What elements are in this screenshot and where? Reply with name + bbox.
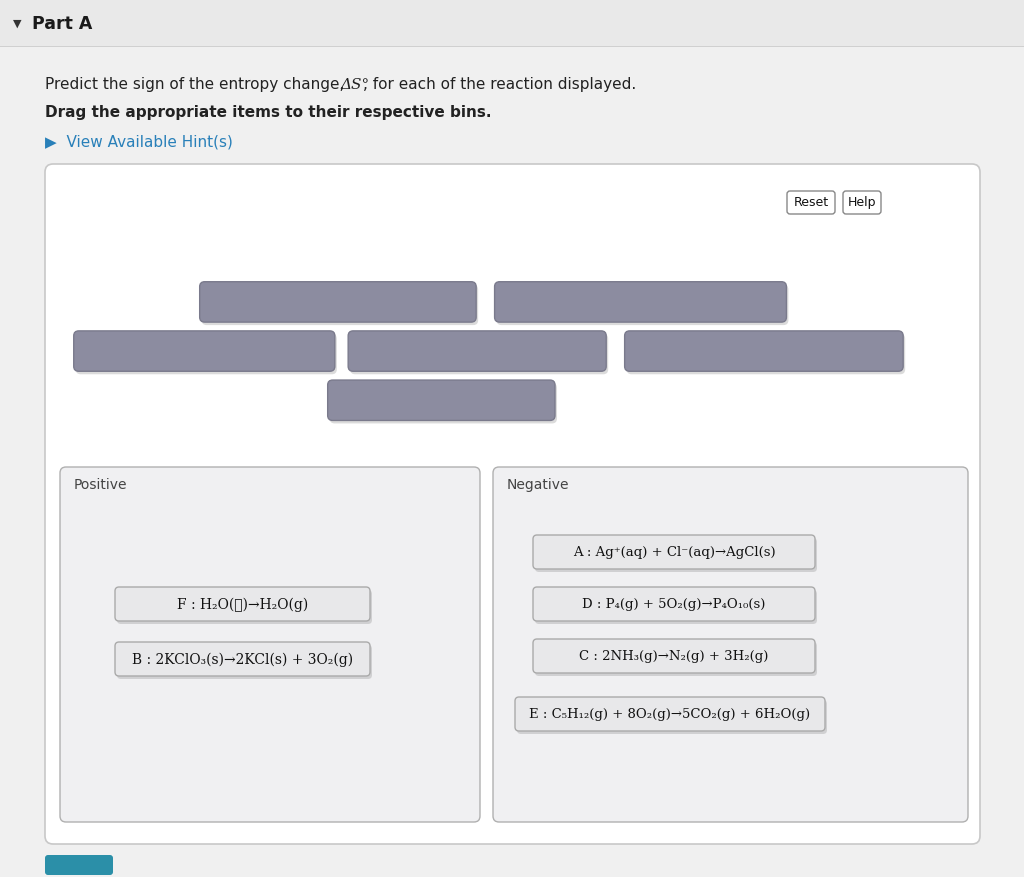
FancyBboxPatch shape — [534, 535, 815, 569]
FancyBboxPatch shape — [202, 285, 478, 325]
FancyBboxPatch shape — [627, 334, 905, 374]
FancyBboxPatch shape — [625, 332, 903, 372]
FancyBboxPatch shape — [535, 642, 817, 676]
FancyBboxPatch shape — [534, 639, 815, 674]
Text: Positive: Positive — [74, 477, 128, 491]
Text: Part A: Part A — [32, 15, 92, 33]
FancyBboxPatch shape — [117, 645, 372, 679]
FancyBboxPatch shape — [534, 588, 815, 621]
FancyBboxPatch shape — [45, 855, 113, 875]
FancyBboxPatch shape — [843, 192, 881, 215]
Bar — [0, 47, 1024, 48]
FancyBboxPatch shape — [76, 334, 337, 374]
Text: Predict the sign of the entropy change,: Predict the sign of the entropy change, — [45, 77, 349, 92]
FancyBboxPatch shape — [115, 642, 370, 676]
Text: Negative: Negative — [507, 477, 569, 491]
FancyBboxPatch shape — [787, 192, 835, 215]
FancyBboxPatch shape — [350, 334, 608, 374]
FancyBboxPatch shape — [74, 332, 335, 372]
FancyBboxPatch shape — [535, 538, 817, 573]
Text: ▼: ▼ — [12, 19, 22, 29]
Text: E : C₅H₁₂(g) + 8O₂(g)→5CO₂(g) + 6H₂O(g): E : C₅H₁₂(g) + 8O₂(g)→5CO₂(g) + 6H₂O(g) — [529, 708, 811, 721]
FancyBboxPatch shape — [200, 282, 476, 323]
FancyBboxPatch shape — [328, 381, 555, 421]
Text: Reset: Reset — [794, 196, 828, 210]
Text: ▶  View Available Hint(s): ▶ View Available Hint(s) — [45, 134, 232, 149]
Text: Help: Help — [848, 196, 877, 210]
FancyBboxPatch shape — [330, 383, 557, 424]
FancyBboxPatch shape — [60, 467, 480, 822]
FancyBboxPatch shape — [348, 332, 606, 372]
Text: D : P₄(g) + 5O₂(g)→P₄O₁₀(s): D : P₄(g) + 5O₂(g)→P₄O₁₀(s) — [583, 598, 766, 610]
FancyBboxPatch shape — [45, 165, 980, 844]
FancyBboxPatch shape — [517, 700, 827, 734]
FancyBboxPatch shape — [497, 285, 788, 325]
Text: A : Ag⁺(aq) + Cl⁻(aq)→AgCl(s): A : Ag⁺(aq) + Cl⁻(aq)→AgCl(s) — [572, 545, 775, 559]
Text: Drag the appropriate items to their respective bins.: Drag the appropriate items to their resp… — [45, 104, 492, 119]
FancyBboxPatch shape — [535, 590, 817, 624]
FancyBboxPatch shape — [495, 282, 786, 323]
Text: C : 2NH₃(g)→N₂(g) + 3H₂(g): C : 2NH₃(g)→N₂(g) + 3H₂(g) — [580, 650, 769, 663]
FancyBboxPatch shape — [515, 697, 825, 731]
FancyBboxPatch shape — [493, 467, 968, 822]
Text: ΔS°: ΔS° — [340, 78, 369, 92]
Text: , for each of the reaction displayed.: , for each of the reaction displayed. — [362, 77, 636, 92]
Text: F : H₂O(ℓ)→H₂O(g): F : H₂O(ℓ)→H₂O(g) — [177, 597, 308, 611]
FancyBboxPatch shape — [117, 590, 372, 624]
Bar — [0, 0, 1024, 48]
FancyBboxPatch shape — [115, 588, 370, 621]
Text: B : 2KClO₃(s)→2KCl(s) + 3O₂(g): B : 2KClO₃(s)→2KCl(s) + 3O₂(g) — [132, 652, 353, 667]
